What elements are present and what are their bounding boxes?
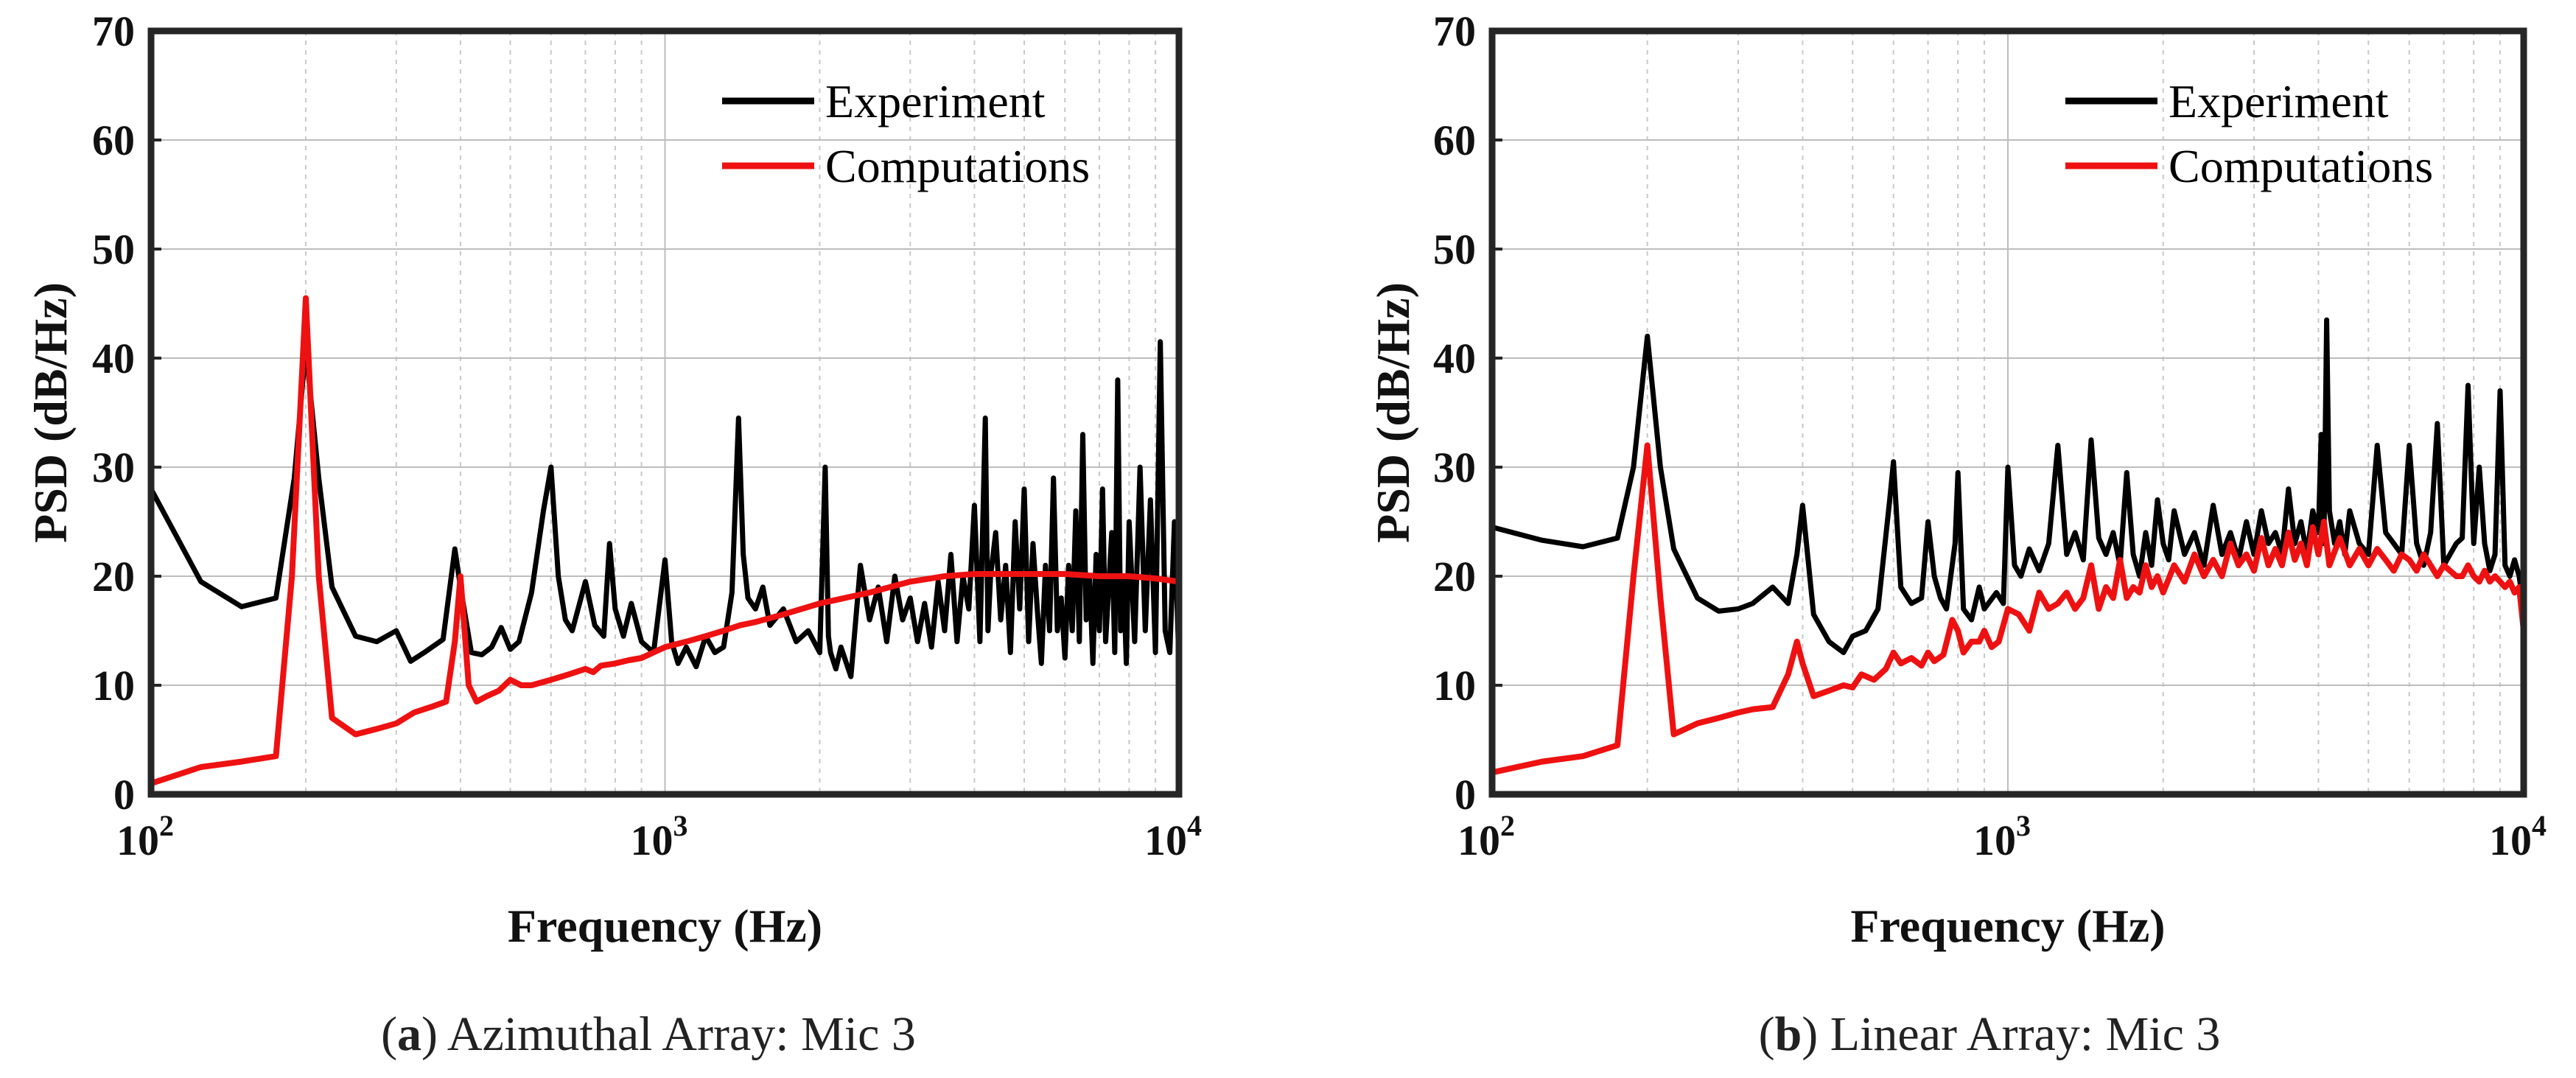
x-tick-base: 10: [1144, 816, 1187, 864]
panel-a-caption-open-paren: (: [381, 1007, 397, 1061]
y-tick-label: 10: [92, 662, 135, 710]
y-tick-label: 10: [1433, 662, 1476, 710]
y-tick-label: 50: [1433, 225, 1476, 273]
legend-label-experiment: Experiment: [2169, 75, 2389, 127]
series-line-computations: [1492, 442, 2524, 776]
x-tick-base: 10: [2489, 816, 2532, 864]
y-tick-label: 0: [113, 771, 135, 819]
y-tick-label: 70: [1433, 7, 1476, 55]
panel-b-caption-text: Linear Array: Mic 3: [1830, 1007, 2221, 1061]
panel-b-y-ticks: 0 10 20 30 40 50 60 70: [1433, 7, 1502, 819]
legend-label-computations: Computations: [825, 140, 1090, 192]
x-tick-exponent: 2: [1500, 809, 1515, 842]
panel-a-caption-letter: a: [397, 1007, 421, 1061]
x-tick-label: 102: [116, 809, 174, 864]
x-tick-label: 104: [1144, 809, 1202, 864]
panel-a-caption-close-paren: ): [421, 1007, 447, 1061]
panel-b-frame: [1488, 27, 2527, 798]
x-tick-label: 102: [1457, 809, 1515, 864]
x-tick-label: 103: [1973, 809, 2031, 864]
panel-b-series: [1492, 317, 2524, 776]
x-tick-exponent: 3: [673, 809, 688, 842]
panel-b-caption-letter: b: [1775, 1007, 1802, 1061]
x-tick-label: 103: [631, 809, 688, 864]
panel-b-grid: [1492, 31, 2524, 794]
panel-b-caption-close-paren: ): [1802, 1007, 1830, 1061]
series-line-experiment: [1492, 317, 2524, 656]
y-tick-label: 20: [92, 553, 135, 601]
panel-a-legend: Experiment Computations: [722, 75, 1090, 192]
series-line-computations: [151, 295, 1179, 787]
panel-a-x-axis-label: Frequency (Hz): [508, 900, 822, 952]
x-tick-base: 10: [631, 816, 673, 864]
y-tick-label: 70: [92, 7, 135, 55]
panel-b-caption-open-paren: (: [1759, 1007, 1775, 1061]
y-tick-label: 40: [92, 335, 135, 382]
panel-a-caption: (a) Azimuthal Array: Mic 3: [381, 1007, 916, 1061]
panel-a-series: [151, 295, 1179, 787]
panel-a-x-ticks: 102 103 104: [116, 809, 1202, 864]
x-tick-base: 10: [1973, 816, 2016, 864]
series-line-experiment: [151, 339, 1179, 679]
y-tick-label: 0: [1455, 771, 1476, 819]
y-tick-label: 60: [1433, 116, 1476, 164]
x-tick-exponent: 4: [2532, 809, 2547, 842]
x-tick-base: 10: [116, 816, 159, 864]
panel-b-x-ticks: 102 103 104: [1457, 809, 2547, 864]
panel-a-y-ticks: 0 10 20 30 40 50 60 70: [92, 7, 161, 819]
panel-a-caption-text: Azimuthal Array: Mic 3: [447, 1007, 916, 1061]
y-tick-label: 40: [1433, 335, 1476, 382]
panel-a-frame: [147, 27, 1183, 798]
panel-b-caption: (b) Linear Array: Mic 3: [1759, 1007, 2221, 1061]
x-tick-exponent: 2: [159, 809, 174, 842]
legend-label-experiment: Experiment: [825, 75, 1046, 127]
y-tick-label: 60: [92, 116, 135, 164]
x-tick-exponent: 4: [1187, 809, 1202, 842]
panel-b-y-axis-label: PSD (dB/Hz): [1367, 282, 1419, 543]
x-tick-exponent: 3: [2016, 809, 2031, 842]
x-tick-base: 10: [1457, 816, 1500, 864]
panel-b-x-axis-label: Frequency (Hz): [1850, 900, 2165, 952]
legend-label-computations: Computations: [2169, 140, 2433, 192]
y-tick-label: 20: [1433, 553, 1476, 601]
panel-b-legend: Experiment Computations: [2065, 75, 2433, 192]
y-tick-label: 30: [92, 444, 135, 491]
x-tick-label: 104: [2489, 809, 2547, 864]
y-tick-label: 30: [1433, 444, 1476, 491]
y-tick-label: 50: [92, 225, 135, 273]
panel-a-y-axis-label: PSD (dB/Hz): [24, 282, 77, 543]
